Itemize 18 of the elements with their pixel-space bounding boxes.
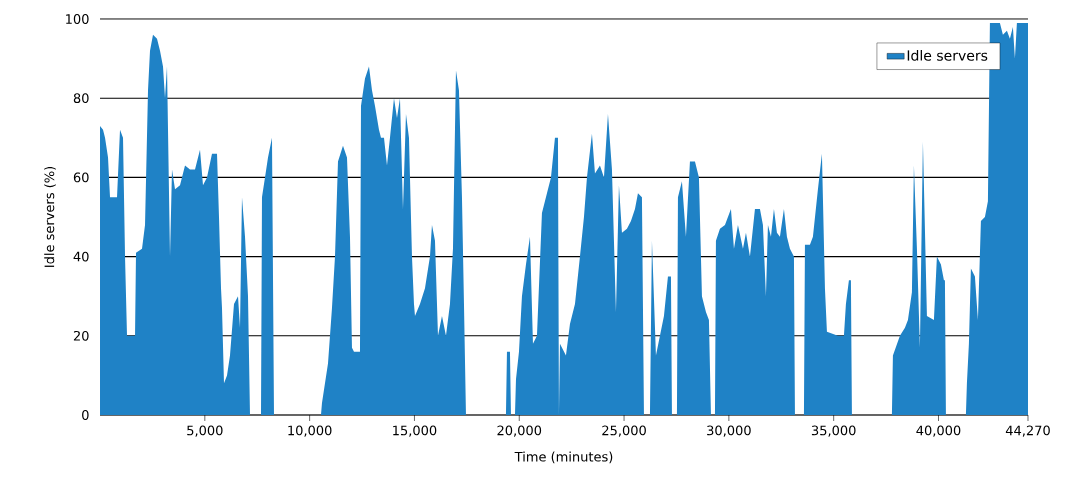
x-axis-title: Time (minutes) (514, 451, 613, 464)
x-tick-label: 20,000 (497, 425, 542, 437)
y-tick-label: 100 (66, 14, 89, 24)
x-tick-label: 40,000 (916, 425, 961, 437)
x-tick-label: 44,270 (1005, 425, 1050, 437)
y-tick-label: 0 (82, 410, 89, 420)
y-tick-label: 60 (73, 172, 89, 183)
y-axis-title: Idle servers (%) (44, 166, 56, 267)
x-tick-label: 15,000 (393, 425, 437, 437)
x-tick-label: 5,000 (187, 425, 223, 437)
x-tick-label: 10,000 (288, 425, 332, 437)
legend-label: Idle servers (907, 49, 988, 61)
x-tick-label: 25,000 (602, 425, 646, 437)
y-tick-label: 80 (73, 93, 89, 104)
y-tick-label: 40 (73, 251, 89, 262)
x-tick-label: 30,000 (707, 425, 751, 437)
y-tick-label: 20 (73, 330, 89, 341)
x-tick-label: 35,000 (811, 425, 856, 437)
